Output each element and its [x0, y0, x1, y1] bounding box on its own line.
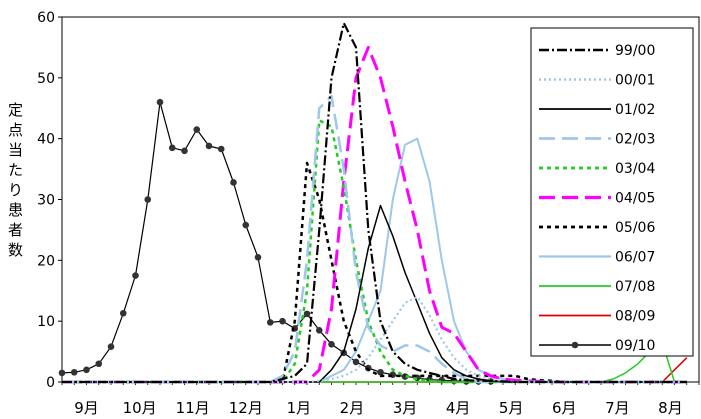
series-point [242, 221, 250, 229]
y-tick-label: 0 [46, 375, 55, 391]
legend-box [530, 27, 694, 357]
series-point [107, 343, 115, 351]
y-axis-label-char: り [8, 181, 24, 199]
y-axis-label-char: 当 [8, 141, 24, 159]
y-axis-label-char: 患 [8, 201, 24, 219]
legend-label: 02/03 [615, 132, 655, 148]
x-tick-label: 6月 [552, 399, 577, 417]
legend-label: 08/09 [615, 309, 655, 325]
y-tick-label: 20 [37, 253, 55, 269]
y-tick-label: 40 [37, 132, 55, 148]
series-point [303, 310, 311, 318]
x-tick-label: 12月 [229, 399, 263, 417]
series-point [181, 147, 188, 155]
series-point [83, 366, 90, 374]
series-point [193, 126, 201, 133]
legend-label: 01/02 [615, 102, 655, 118]
x-tick-label: 3月 [393, 399, 418, 417]
y-tick-label: 50 [37, 71, 55, 87]
series-point [266, 319, 274, 326]
x-tick-label: 10月 [123, 399, 157, 417]
x-tick-label: 1月 [287, 399, 312, 417]
series-point [156, 98, 164, 106]
x-tick-label: 11月 [176, 399, 210, 417]
series-point [279, 317, 286, 325]
x-tick-label: 4月 [446, 399, 471, 417]
series-point [230, 179, 237, 186]
series-point [168, 144, 176, 152]
series-point [95, 360, 103, 368]
x-tick-label: 5月 [499, 399, 524, 417]
y-axis-label-char: 定 [8, 101, 24, 119]
legend-marker [571, 341, 579, 349]
series-point [254, 253, 262, 261]
series-point [315, 326, 323, 334]
series-point [132, 272, 139, 279]
legend-label: 05/06 [615, 220, 655, 236]
series-point [328, 340, 335, 348]
y-axis-label-char: 数 [8, 241, 24, 259]
y-tick-label: 60 [37, 10, 55, 26]
x-tick-label: 2月 [340, 399, 365, 417]
y-axis-label-char: た [8, 161, 24, 179]
legend-label: 06/07 [615, 250, 655, 266]
series-point [58, 369, 66, 377]
legend-label: 03/04 [615, 161, 655, 177]
legend-label: 00/01 [615, 73, 655, 89]
y-axis-label-char: 者 [8, 221, 24, 239]
series-point [205, 142, 213, 150]
series-point [352, 358, 360, 366]
x-tick-label: 8月 [658, 399, 683, 417]
series-point [119, 309, 127, 317]
y-tick-label: 30 [37, 193, 55, 209]
series-point [70, 368, 78, 376]
y-axis-label-char: 点 [8, 121, 24, 139]
y-tick-label: 10 [37, 314, 55, 330]
series-point [377, 368, 384, 376]
legend-label: 09/10 [615, 338, 655, 354]
x-tick-label: 9月 [74, 399, 99, 417]
x-tick-label: 7月 [605, 399, 630, 417]
series-point [217, 145, 225, 153]
series-line [62, 22, 687, 384]
legend-label: 04/05 [615, 191, 655, 207]
series-point [144, 196, 152, 203]
legend-label: 07/08 [615, 279, 655, 295]
legend-label: 99/00 [615, 43, 655, 59]
